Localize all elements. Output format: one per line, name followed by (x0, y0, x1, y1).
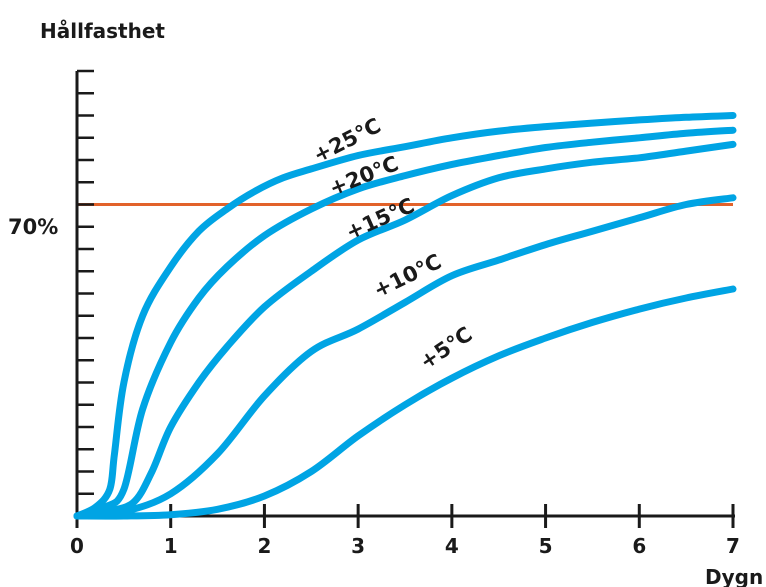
x-tick-label-5: 5 (539, 534, 553, 558)
x-tick-label-2: 2 (257, 534, 271, 558)
series-line-4 (73, 285, 737, 520)
series-line-0 (73, 112, 737, 520)
series-label-2: +15℃ (342, 193, 418, 244)
series-line-1 (73, 126, 737, 520)
x-tick-label-1: 1 (164, 534, 178, 558)
series-line-2 (73, 140, 737, 520)
x-tick-label-7: 7 (726, 534, 740, 558)
y-axis-label: Hållfasthet (40, 19, 165, 43)
x-tick-label-4: 4 (445, 534, 459, 558)
x-tick-label-6: 6 (632, 534, 646, 558)
x-tick-label-3: 3 (351, 534, 365, 558)
x-axis-label: Dygn (705, 565, 763, 587)
x-tick-label-0: 0 (70, 534, 84, 558)
series-line-3 (73, 194, 737, 520)
reference-line-label: 70% (8, 215, 58, 239)
series-label-3: +10℃ (370, 249, 445, 302)
